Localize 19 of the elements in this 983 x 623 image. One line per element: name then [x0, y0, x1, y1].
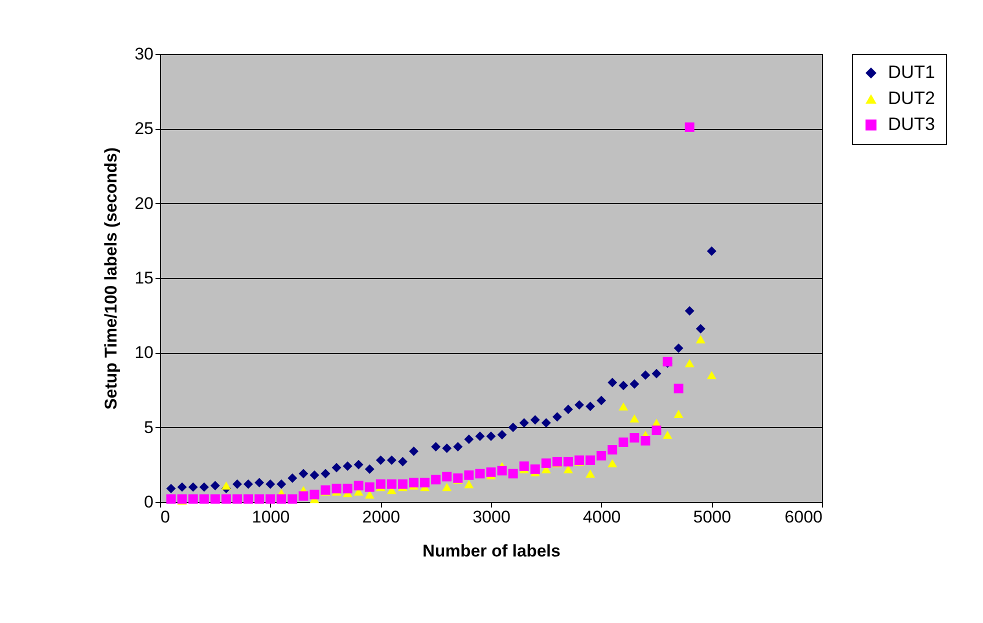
legend-label: DUT2: [888, 88, 936, 108]
x-tick-label: 1000: [252, 508, 290, 526]
x-tick-label: 4000: [582, 508, 621, 526]
y-tick-label: 10: [134, 343, 154, 362]
x-tick-label: 0: [160, 508, 170, 526]
x-tick-label: 2000: [362, 508, 400, 526]
x-axis-title: Number of labels: [422, 542, 560, 560]
x-tick-label: 5000: [693, 508, 732, 526]
y-tick-label: 0: [144, 492, 154, 512]
y-tick-label: 25: [134, 119, 154, 138]
legend-label: DUT3: [888, 114, 936, 134]
y-tick-label: 5: [144, 418, 154, 437]
legend-label: DUT1: [888, 62, 936, 82]
y-tick-label: 20: [134, 194, 154, 213]
x-tick-label: 3000: [472, 508, 510, 526]
y-tick-label: 30: [134, 44, 154, 64]
y-tick-label: 15: [134, 268, 154, 288]
y-axis-title: Setup Time/100 labels (seconds): [102, 147, 121, 410]
x-tick-label: 6000: [784, 508, 822, 526]
